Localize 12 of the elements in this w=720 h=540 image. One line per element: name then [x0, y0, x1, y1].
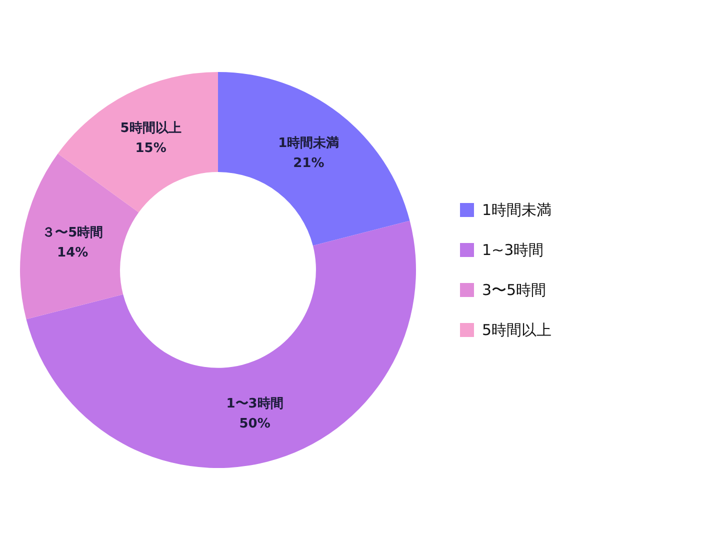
legend-label: 3〜5時間	[482, 280, 546, 300]
donut-slice	[58, 72, 218, 212]
legend-label: 1時間未満	[482, 200, 552, 220]
data-label: 5時間以上 15%	[120, 120, 182, 156]
data-label: 1〜3時間 50%	[226, 396, 284, 431]
donut-slice	[218, 72, 410, 246]
donut-slice	[20, 154, 139, 320]
data-label: ３〜5時間 14%	[42, 224, 104, 260]
data-label: 1時間未満 21%	[278, 136, 340, 171]
donut-slice	[26, 220, 416, 468]
legend-label: 1~3時間	[482, 240, 544, 260]
legend-label: 5時間以上	[482, 320, 552, 340]
